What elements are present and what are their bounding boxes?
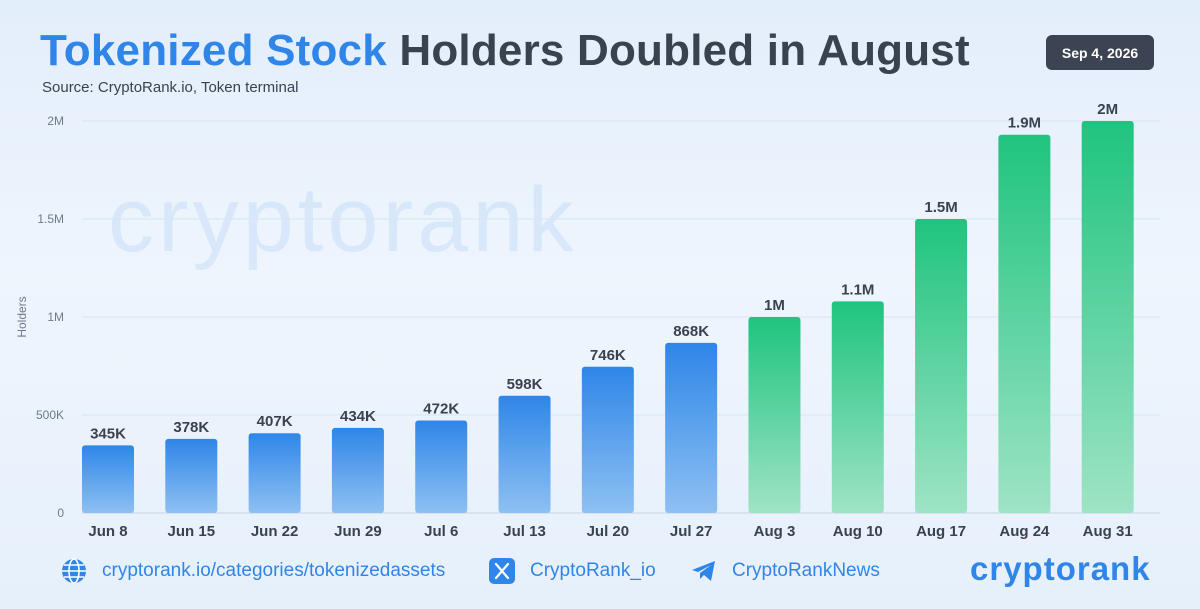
data-label: 1M xyxy=(764,297,785,314)
bar-jul-20 xyxy=(581,366,634,513)
x-tick-label: Jun 29 xyxy=(334,523,382,540)
x-logo-icon xyxy=(488,557,516,585)
data-label: 746K xyxy=(590,347,626,364)
bar-aug-17 xyxy=(915,219,968,513)
data-label: 868K xyxy=(673,323,709,340)
bar-aug-24 xyxy=(998,134,1051,513)
y-axis-ticks: 0 500K 1M 1.5M 2M xyxy=(36,114,64,520)
data-label: 1.1M xyxy=(841,281,874,298)
bar-aug-3 xyxy=(748,317,801,513)
y-tick-label: 500K xyxy=(36,408,64,422)
x-tick-label: Jul 6 xyxy=(424,523,458,540)
bar-jul-13 xyxy=(498,395,551,513)
x-tick-label: Jun 15 xyxy=(168,523,216,540)
bar-jul-27 xyxy=(665,342,718,513)
bar-jun-15 xyxy=(165,438,218,513)
x-tick-label: Aug 17 xyxy=(916,523,966,540)
bar-aug-31 xyxy=(1081,121,1134,513)
y-tick-label: 2M xyxy=(47,114,64,128)
x-tick-label: Jun 8 xyxy=(88,523,127,540)
data-label: 2M xyxy=(1097,101,1118,118)
data-label: 407K xyxy=(257,413,293,430)
y-tick-label: 1M xyxy=(47,310,64,324)
data-label: 1.5M xyxy=(924,199,957,216)
bar-jun-8 xyxy=(82,445,134,513)
page-title: Tokenized Stock Holders Doubled in Augus… xyxy=(40,26,970,76)
x-tick-label: Aug 24 xyxy=(999,523,1050,540)
brand-logo: cryptorank xyxy=(970,550,1151,587)
bar-jun-22 xyxy=(248,433,301,513)
x-axis-ticks: Jun 8 Jun 15 Jun 22 Jun 29 Jul 6 Jul 13 Jul 20… xyxy=(88,523,1132,540)
x-tick-label: Jun 22 xyxy=(251,523,299,540)
globe-icon xyxy=(60,557,88,585)
data-label: 378K xyxy=(173,419,209,436)
bars xyxy=(82,121,1134,513)
x-tick-label: Jul 27 xyxy=(670,523,713,540)
bar-jun-29 xyxy=(331,427,384,513)
data-label: 1.9M xyxy=(1008,115,1041,132)
footer-website-link[interactable]: cryptorank.io/categories/tokenizedassets xyxy=(60,557,445,585)
y-tick-label: 1.5M xyxy=(37,212,64,226)
source-text: Source: CryptoRank.io, Token terminal xyxy=(42,79,299,96)
bar-chart: 0 500K 1M 1.5M 2M 345K 378K 407K 434K 472K 598K 74… xyxy=(15,101,1160,540)
x-tick-label: Jul 13 xyxy=(503,523,546,540)
x-tick-label: Aug 31 xyxy=(1083,523,1133,540)
x-tick-label: Aug 3 xyxy=(754,523,796,540)
x-tick-label: Jul 20 xyxy=(587,523,630,540)
data-label: 345K xyxy=(90,425,126,442)
data-labels: 345K 378K 407K 434K 472K 598K 746K 868K 1M 1.1M 1.… xyxy=(90,101,1118,442)
date-badge: Sep 4, 2026 xyxy=(1046,35,1154,70)
data-label: 598K xyxy=(507,376,543,393)
footer-website-text: cryptorank.io/categories/tokenizedassets xyxy=(102,560,446,581)
x-tick-label: Aug 10 xyxy=(833,523,883,540)
title-rest: Holders Doubled in August xyxy=(399,26,970,75)
footer-x-link[interactable]: CryptoRank_io xyxy=(488,557,656,585)
y-axis-label: Holders xyxy=(15,296,29,337)
data-label: 434K xyxy=(340,408,376,425)
data-label: 472K xyxy=(423,400,459,417)
footer-x-text: CryptoRank_io xyxy=(530,560,656,581)
title-accent: Tokenized Stock xyxy=(40,26,387,75)
telegram-icon xyxy=(690,557,718,585)
footer-telegram-link[interactable]: CryptoRankNews xyxy=(690,557,880,585)
y-tick-label: 0 xyxy=(57,506,64,520)
footer-telegram-text: CryptoRankNews xyxy=(732,560,880,581)
bar-aug-10 xyxy=(831,301,884,513)
bar-jul-6 xyxy=(415,420,468,513)
